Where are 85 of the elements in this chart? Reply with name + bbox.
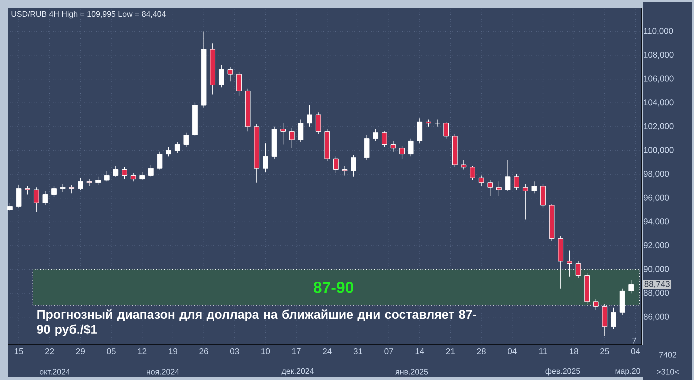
band-label: 87-90	[314, 282, 354, 294]
candlestick	[298, 119, 304, 143]
x-tick-label: 04	[631, 348, 640, 355]
candlestick	[263, 143, 268, 172]
candlestick	[184, 132, 190, 148]
x-tick-label: 10	[262, 348, 270, 355]
x-tick-label: 31	[354, 348, 363, 355]
candlestick	[218, 64, 224, 88]
y-tick-label: 102,000	[644, 123, 674, 130]
candlestick	[16, 184, 22, 208]
x-tick-label: 25	[600, 348, 610, 355]
candlestick	[78, 178, 84, 190]
y-tick-label: 98,000	[644, 171, 670, 178]
y-tick-label: 90,000	[644, 266, 670, 274]
annotation: 7	[632, 338, 636, 344]
candlestick	[496, 181, 502, 196]
candlestick	[400, 146, 405, 160]
annotation: Прогнозный диапазон для доллара на ближайшие дни составляет 87-90 руб./$1	[37, 310, 476, 336]
candlestick	[307, 105, 312, 128]
x-tick-label: 03	[230, 348, 240, 355]
candlestick	[60, 184, 66, 193]
x-tick-label: 15	[14, 348, 24, 354]
candlestick	[236, 72, 242, 96]
candlestick	[408, 138, 414, 157]
candlestick	[280, 123, 286, 146]
y-tick-label: 104,000	[644, 100, 674, 107]
candlestick	[417, 118, 423, 144]
x-tick-label: 29	[76, 348, 85, 355]
candlestick	[478, 175, 484, 187]
x-tick-label: 17	[292, 348, 301, 354]
y-tick-label: 100,000	[644, 147, 674, 154]
x-tick-label: 26	[200, 348, 208, 355]
x-tick-label: 18	[570, 348, 578, 355]
candlestick	[316, 112, 322, 134]
candlestick	[514, 174, 520, 190]
candlestick	[104, 170, 110, 182]
candlestick	[174, 142, 180, 154]
candlestick	[122, 167, 128, 180]
y-tick-label: 88,000	[644, 290, 670, 298]
candlestick	[628, 280, 634, 294]
candlestick	[34, 187, 40, 212]
candlestick	[444, 122, 450, 140]
candlestick	[228, 67, 234, 82]
annotation: 88,743	[644, 281, 670, 288]
x-tick-label: 21	[446, 348, 456, 354]
x-tick-label: 11	[540, 348, 548, 354]
candlestick	[342, 166, 348, 176]
x-tick-label: 12	[138, 348, 147, 354]
candlestick	[461, 160, 467, 170]
y-tick-label: 108,000	[644, 52, 674, 59]
candlestick	[434, 119, 440, 128]
candlestick	[470, 166, 476, 181]
x-tick-label: 04	[508, 348, 517, 355]
candlestick	[289, 128, 295, 149]
x-tick-label: 05	[107, 348, 116, 355]
candlestick	[532, 181, 538, 194]
candlestick	[42, 190, 48, 206]
candlestick	[505, 160, 511, 192]
x-tick-label: 14	[416, 348, 424, 354]
y-tick-label: 94,000	[644, 218, 670, 226]
y-tick-label: 96,000	[644, 194, 670, 202]
candlestick	[373, 128, 379, 142]
x-tick-label: 28	[477, 348, 486, 355]
candlestick	[390, 140, 396, 152]
candlestick	[351, 155, 356, 178]
candlestick	[488, 180, 494, 196]
y-tick-label: 92,000	[644, 242, 670, 250]
candlestick	[166, 146, 172, 157]
candlestick	[334, 156, 339, 174]
x-tick-label: 24	[323, 348, 332, 354]
candlestick	[540, 184, 546, 208]
y-tick-label: 86,000	[644, 314, 670, 321]
candlestick	[382, 131, 388, 148]
candlestick	[522, 184, 528, 220]
y-tick-label: 106,000	[644, 76, 674, 83]
candlestick	[364, 134, 370, 161]
candlestick	[157, 152, 163, 170]
y-tick-label: 110,000	[644, 28, 674, 36]
x-tick-label: 07	[384, 348, 394, 355]
x-tick-label: 22	[46, 348, 54, 354]
candlestick	[113, 166, 119, 178]
candlestick	[52, 186, 57, 198]
candlestick	[148, 164, 154, 178]
x-tick-label: 19	[169, 348, 178, 355]
candlestick	[611, 308, 616, 330]
